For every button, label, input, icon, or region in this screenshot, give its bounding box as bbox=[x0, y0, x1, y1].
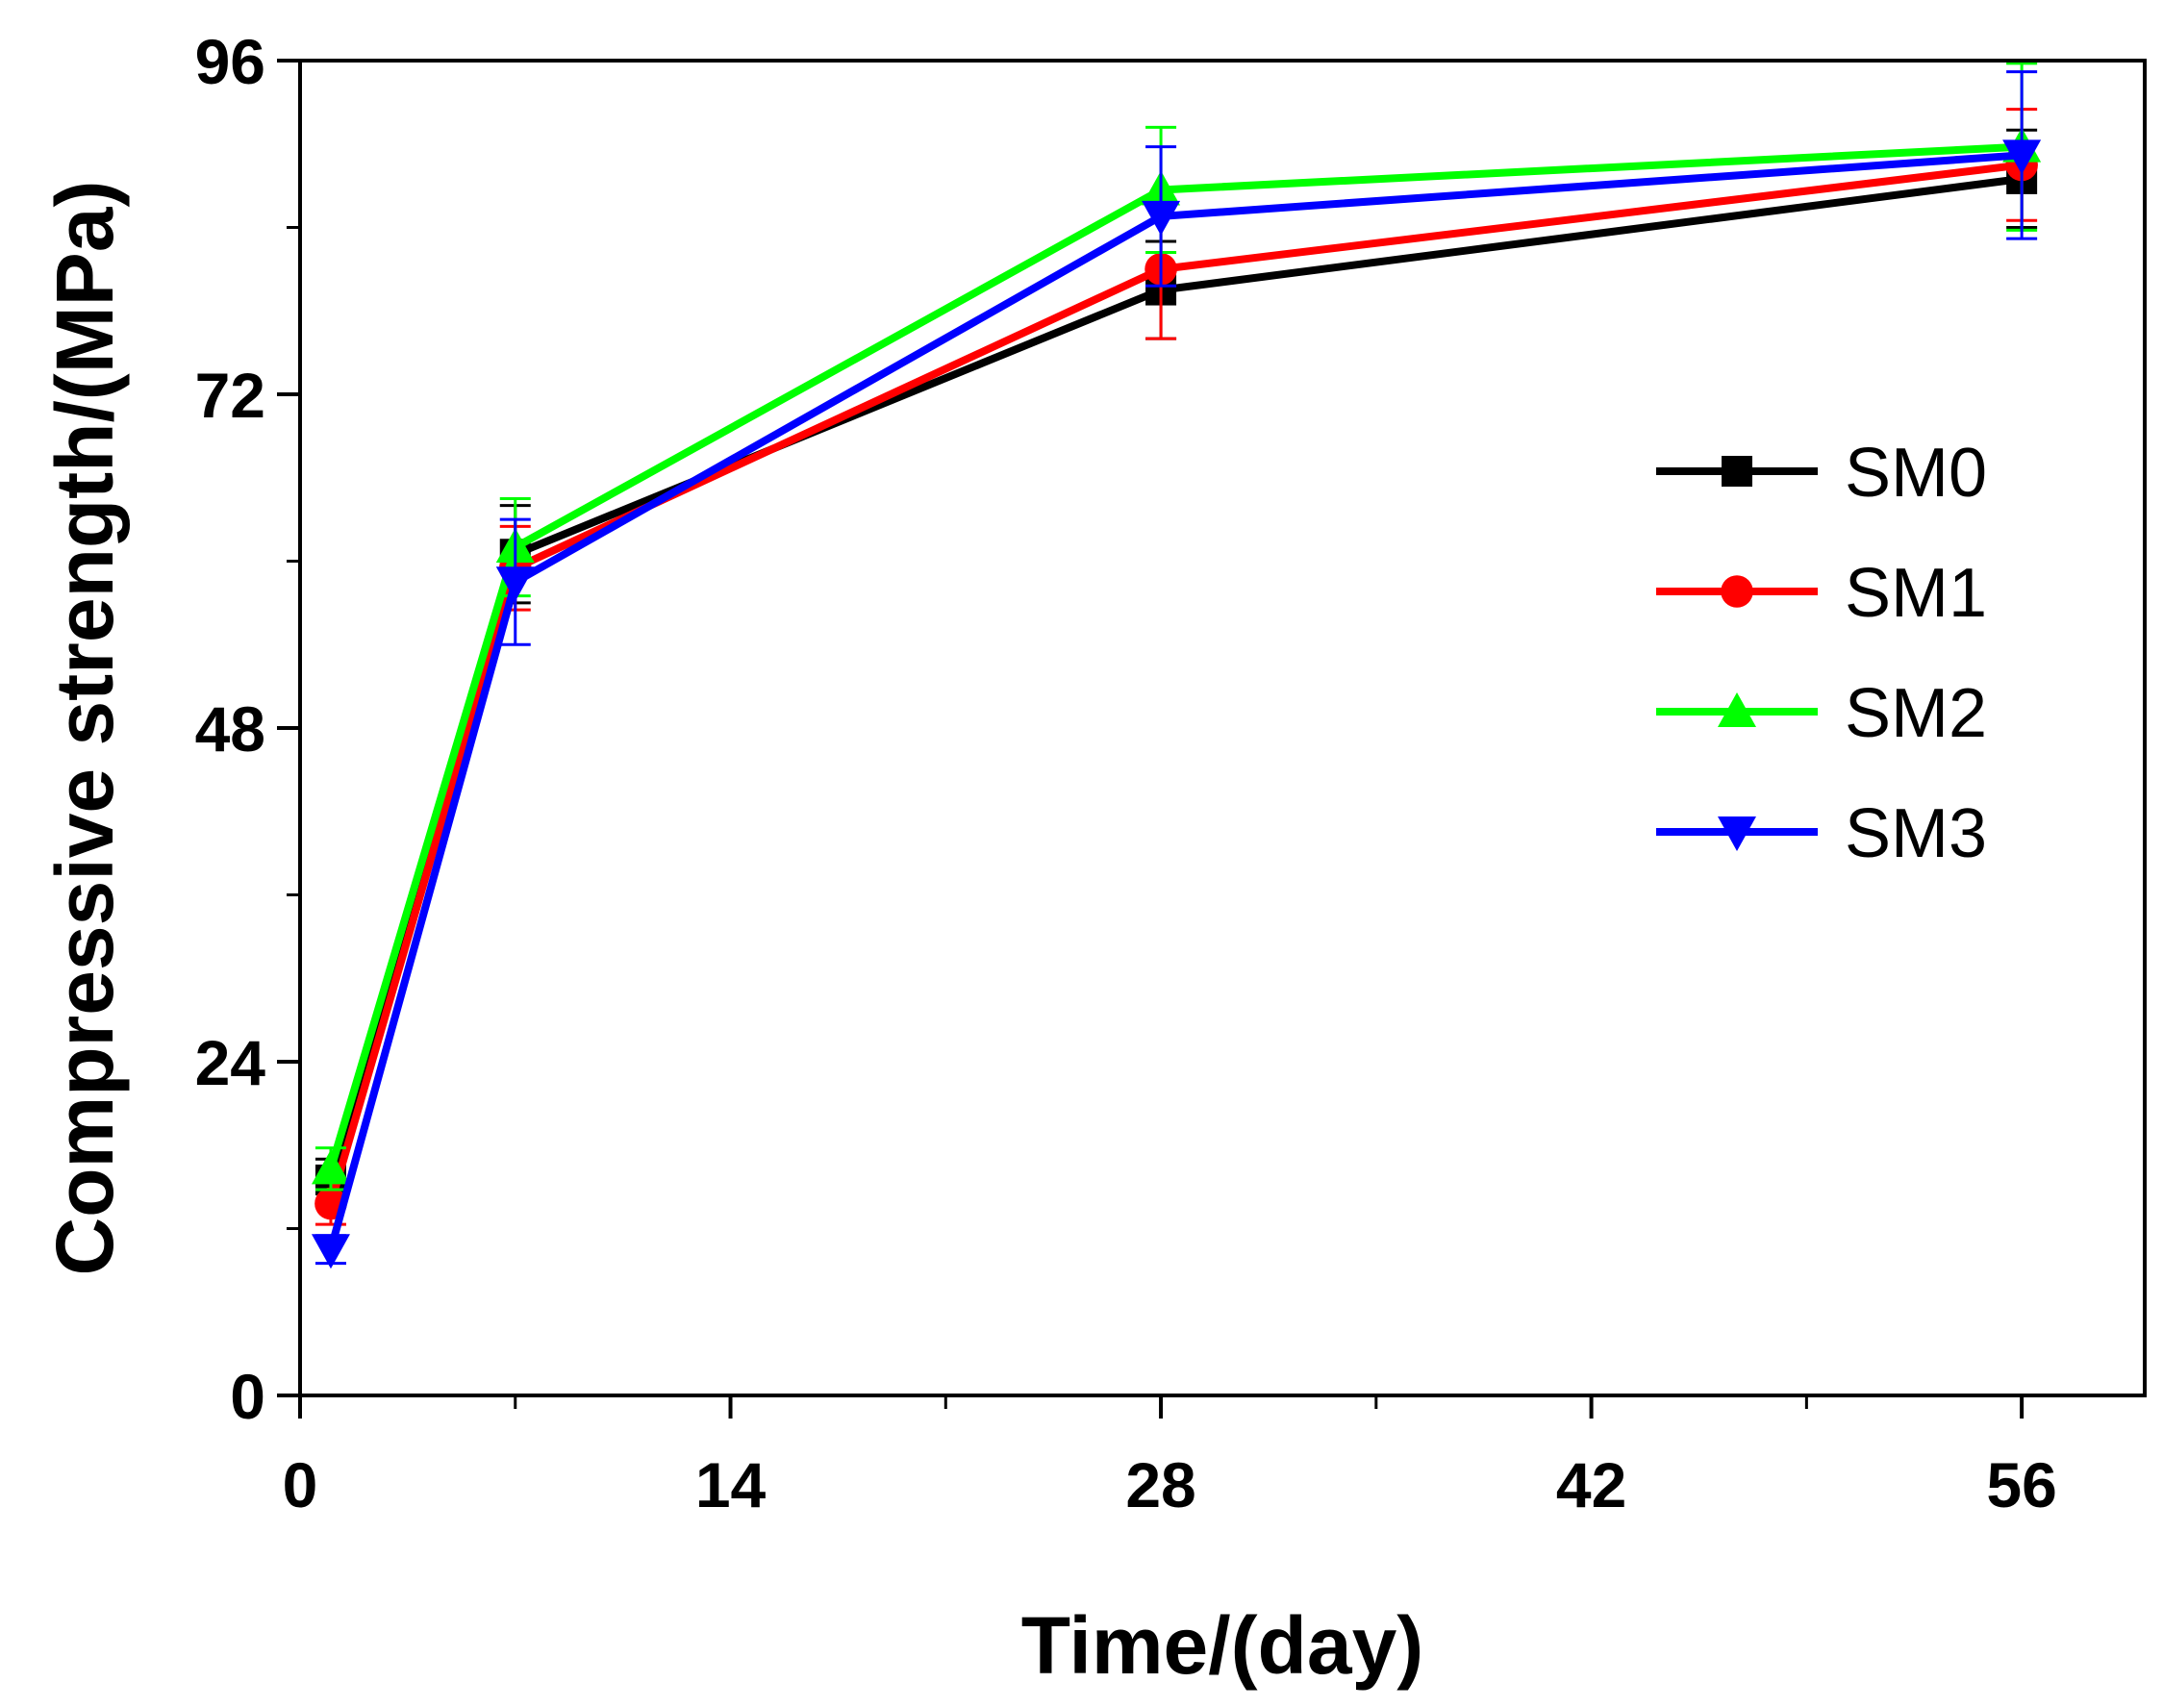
x-tick-label: 28 bbox=[1125, 1449, 1195, 1520]
data-point bbox=[311, 1234, 350, 1269]
legend-label: SM1 bbox=[1845, 555, 1987, 632]
legend-label: SM0 bbox=[1845, 435, 1987, 512]
x-tick-label: 14 bbox=[695, 1449, 767, 1520]
y-tick-label: 72 bbox=[195, 360, 265, 431]
series-layer bbox=[311, 62, 2042, 1269]
legend-item-SM1: SM1 bbox=[1656, 555, 1987, 632]
series-line bbox=[327, 151, 2023, 1251]
legend-marker bbox=[1718, 816, 1756, 851]
y-tick-label: 0 bbox=[230, 1361, 265, 1432]
series-SM2 bbox=[311, 62, 2042, 1192]
legend-label: SM2 bbox=[1845, 675, 1987, 752]
legend-item-SM0: SM0 bbox=[1656, 435, 1987, 512]
x-tick-label: 56 bbox=[1986, 1449, 2056, 1520]
legend: SM0 SM1 SM2 SM3 bbox=[1656, 435, 1987, 872]
tick-labels: 0 14 28 42 56 0 24 48 72 96 bbox=[195, 26, 2057, 1520]
y-tick-label: 48 bbox=[195, 693, 265, 765]
series-SM0 bbox=[314, 128, 2038, 1203]
legend-marker bbox=[1718, 692, 1756, 727]
legend-label: SM3 bbox=[1845, 795, 1987, 872]
series-line bbox=[327, 142, 2023, 1170]
data-point bbox=[2002, 139, 2042, 175]
data-point bbox=[495, 566, 535, 602]
data-point bbox=[311, 1149, 350, 1185]
data-point bbox=[1142, 200, 1181, 236]
axis-ticks bbox=[277, 59, 2025, 1419]
series-line bbox=[327, 161, 2023, 1205]
x-tick-label: 42 bbox=[1556, 1449, 1626, 1520]
legend-item-SM3: SM3 bbox=[1656, 795, 1987, 872]
series-SM3 bbox=[311, 70, 2042, 1269]
legend-marker bbox=[1721, 575, 1753, 608]
y-tick-label: 24 bbox=[195, 1027, 266, 1098]
y-axis-title: Compressive strength/(MPa) bbox=[39, 181, 130, 1276]
x-tick-label: 0 bbox=[283, 1449, 318, 1520]
legend-marker bbox=[1722, 456, 1752, 487]
legend-item-SM2: SM2 bbox=[1656, 675, 1987, 752]
series-line bbox=[327, 174, 2023, 1182]
y-tick-label: 96 bbox=[195, 26, 265, 97]
x-axis-title: Time/(day) bbox=[1021, 1600, 1424, 1691]
